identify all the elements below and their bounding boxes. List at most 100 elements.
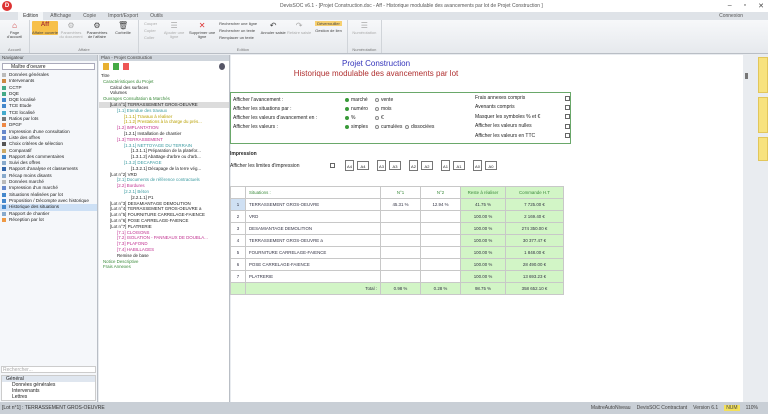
nav-item[interactable]: Réception par lot [0,217,97,223]
general-item[interactable]: Données générales [12,382,56,388]
tree-node[interactable]: [7.3] PLAFOND [117,241,148,247]
page-format-A0-landscape[interactable]: A0 [485,161,497,170]
radio-button[interactable] [345,106,349,111]
connexion-link[interactable]: Connexion [719,13,743,19]
tree-node[interactable]: [2.1] Documents de référence contractuel… [117,177,200,183]
tree-node[interactable]: [7.1] CLOISONS [117,229,150,235]
tree-root[interactable]: Titre [101,73,110,78]
search-item[interactable]: Rechercher une ligne [219,21,258,26]
radio-button[interactable] [375,124,379,129]
affaire-button-2[interactable]: ⚙ Paramètres de l'affaire [84,21,110,40]
table-row[interactable]: 6 POSE CARRELAGE-FAIENCE 100.00 % 28 490.00… [230,258,564,271]
tree-node[interactable]: Calcul des surfaces [110,84,149,90]
nav-item[interactable]: Historique des situations [0,204,97,211]
checkbox[interactable] [565,95,570,101]
side-tab[interactable] [758,137,768,161]
affaire-button-3[interactable]: 🗑 Corbeille [110,21,136,35]
tree-node[interactable]: [7.2] ISOLATION - PANNEAUX DE DOUBLA... [117,235,208,241]
checkbox[interactable] [565,123,570,129]
radio-button[interactable] [405,124,409,129]
nav-item[interactable]: DQE localisé [0,97,97,103]
tree-node[interactable]: [Lot n°4] TERRASSEMENT GROS-OEUVRE a [110,206,202,212]
tree-node[interactable]: Remise de base [117,252,149,258]
delete-line-button[interactable]: ✕ Supprimer une ligne [188,21,216,40]
tree-node[interactable]: [Lot n°1] TERRASSEMENT GROS-OEUVRE [99,101,229,108]
pdf-icon[interactable] [123,63,129,70]
table-row[interactable]: 2 VRD 100.00 % 2 169.40 € [230,210,564,223]
page-format-A3-portrait[interactable]: A3 [377,160,386,171]
radio-option[interactable]: mois [375,106,405,112]
search-input[interactable]: Rechercher... [1,366,96,373]
tree-node[interactable]: [1.3] TERRASSEMENT [117,136,163,142]
tree-node[interactable]: [Lot n°6] POSE CARRELAGE-FAIENCE [110,217,189,223]
tree-node[interactable]: [2.2.1] Béton [124,188,149,194]
tree-node[interactable]: [1.3.1.1] Préparation de la platefor... [131,148,201,154]
general-item[interactable]: Intervenants [12,388,40,394]
tree-node[interactable]: [1.3.1.2] Abattage d'arbre ou d'arb... [131,154,201,160]
page-format-A1-portrait[interactable]: A1 [441,160,450,171]
add-line-button[interactable]: ☰ Ajouter une ligne [160,21,188,40]
affaire-button-1[interactable]: ⚙ Paramètres du document [58,21,84,40]
table-row[interactable]: 3 DESAMIANTAGE DEMOLITION 100.00 % 274 350.… [230,222,564,235]
numerotation-button[interactable]: ☰ Numérotation [352,21,377,35]
radio-button[interactable] [345,124,349,129]
nav-item[interactable]: TCE localisé [0,110,97,116]
checkbox[interactable] [565,104,570,110]
tree-node[interactable]: Volumes [110,90,127,96]
page-format-A1-landscape[interactable]: A1 [453,161,465,170]
nav-item[interactable]: Données marché [0,179,97,185]
nav-item[interactable]: Choix critères de sélection [0,141,97,147]
radio-option[interactable]: simples [345,124,375,130]
tree-node[interactable]: [Lot n°3] DESAMIANTAGE DEMOLITION [110,200,191,206]
tree-node[interactable]: [1.3.1] NETTOYAGE DU TERRAIN [124,142,193,148]
search-item[interactable]: Remplacer un texte [219,35,254,40]
radio-button[interactable] [375,106,379,111]
radio-option[interactable]: cumulées [375,124,405,130]
nav-item[interactable]: DPGF [0,122,97,128]
redo-button[interactable]: ↷ Refaire saisie [286,21,312,35]
home-page-button[interactable]: ⌂ Page d'accueil [6,21,23,40]
close-button[interactable]: ✕ [758,3,764,10]
nav-item[interactable]: Proposition / Décompte avec historique [0,198,97,204]
search-item[interactable]: Rechercher un texte [219,28,256,33]
tree-node[interactable]: Ouvrages Consultation & Marchés [103,96,170,102]
radio-button[interactable] [345,97,349,102]
table-row[interactable]: 5 FOURNITURE CARRELAGE-FAIENCE 100.00 % 1 8… [230,246,564,259]
checkbox[interactable] [565,114,570,120]
doc-icon[interactable] [113,63,119,70]
nav-item[interactable]: CCTP [0,85,97,91]
nav-item[interactable]: Liste des offres [0,135,97,141]
nav-item[interactable]: Comparatif [0,148,97,154]
profile-select[interactable]: Maître d'oeuvre [2,63,95,70]
tree-node[interactable]: [Lot n°7] PLATRERIE [110,223,152,229]
tab-outils[interactable]: Outils [150,13,163,19]
clipboard-item[interactable]: Coller [144,35,155,40]
checkbox[interactable] [565,133,570,139]
nav-item[interactable]: Impression d'un marché [0,185,97,191]
radio-option[interactable]: € [375,115,405,121]
page-format-A3-landscape[interactable]: A3 [389,161,401,170]
tree-node[interactable]: [Lot n°5] FOURNITURE CARRELAGE-FAIENCE [110,212,205,218]
clipboard-item[interactable]: Couper [144,21,158,26]
tree-node[interactable]: [Lot n°2] VRD [110,171,137,177]
tree-node[interactable]: [7.4] HABILLAGES [117,246,155,252]
tree-node[interactable]: [1.1.2] Prestations à la charge du prés.… [124,119,202,125]
general-item[interactable]: Lettres [12,394,28,400]
page-format-A4-landscape[interactable]: A4 [357,161,369,170]
tree-node[interactable]: [1.2] IMPLANTATION [117,125,159,131]
side-tab[interactable] [758,57,768,93]
nav-item[interactable]: Suivi des offres [0,160,97,166]
tree-node[interactable]: [1.3.2] DECAPAGE [124,159,162,165]
radio-option[interactable]: dissociées [405,124,445,130]
tab-edition[interactable]: Edition [18,12,44,20]
radio-option[interactable]: marché [345,97,375,103]
nav-item[interactable]: Rapport des commentaires [0,154,97,160]
tree-node[interactable]: Caractéristiques du Projet [103,78,154,84]
table-row[interactable]: 4 TERRASSEMENT GROS-OEUVRE a 100.00 % 30 37… [230,234,564,247]
tree-node[interactable]: [1.1] Etendue des travaux [117,107,168,113]
maximize-button[interactable]: ▫ [743,2,747,9]
tree-node[interactable]: Frais Annexes [103,264,131,270]
tab-affichage[interactable]: Affichage [50,13,72,19]
tree-node[interactable]: [2.2.1.1] P1 [131,194,154,200]
nav-item[interactable]: Intervenants [0,78,97,84]
